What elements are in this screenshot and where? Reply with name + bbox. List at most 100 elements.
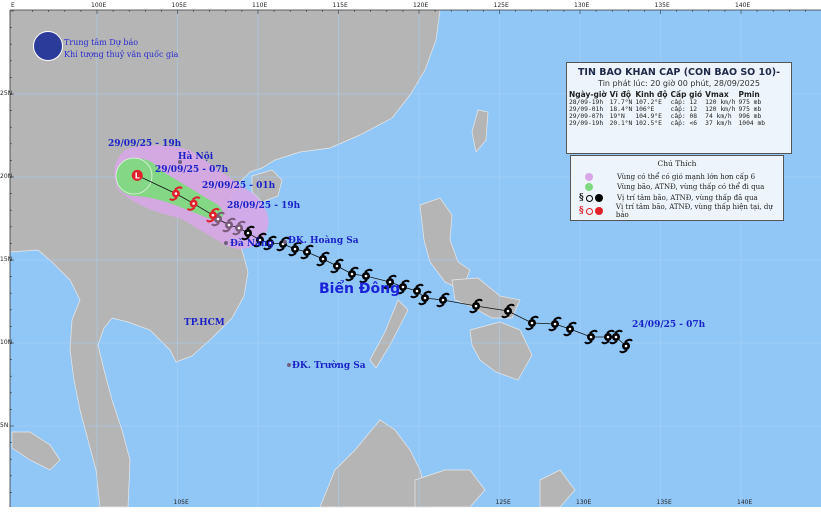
org-line1: Trung tâm Dự báo xyxy=(64,38,139,47)
legend-item-track-zone: Vùng bão, ATNĐ, vùng thấp có thể đi qua xyxy=(579,183,764,191)
axis-label: 25N xyxy=(0,90,13,97)
forecast-typhoon-icon xyxy=(169,186,183,201)
bulletin-issued: Tin phát lúc: 20 giờ 00 phút, 28/09/2025 xyxy=(598,79,760,88)
table-cell: cấp: 12 xyxy=(670,99,698,106)
table-cell: cấp: 08 xyxy=(670,113,698,120)
table-cell: 1004 mb xyxy=(738,120,766,127)
svg-text:L: L xyxy=(135,171,140,180)
axis-label: 130E xyxy=(576,499,592,506)
mindanao-island xyxy=(469,321,533,381)
past-position-typhoon-icon xyxy=(584,329,598,345)
past-position-typhoon-icon xyxy=(436,292,450,308)
past-position-typhoon-icon xyxy=(501,303,515,319)
low-pressure-icon xyxy=(594,194,603,202)
axis-label: 10N xyxy=(0,339,13,346)
past-position-typhoon-icon xyxy=(316,251,330,267)
org-line2: Khí tượng thuỷ văn quốc gia xyxy=(64,50,179,59)
table-cell: 37 km/h xyxy=(705,120,732,127)
typhoon-icon: § xyxy=(579,193,584,203)
hainan-island xyxy=(251,169,283,203)
table-cell: 120 km/h xyxy=(705,99,736,106)
table-cell: cấp: <6 xyxy=(670,120,698,127)
table-cell: 996 mb xyxy=(738,113,762,120)
label-hoangsa: ĐK. Hoàng Sa xyxy=(288,236,359,246)
past-position-typhoon-icon xyxy=(300,244,314,260)
past-position-typhoon-icon xyxy=(601,329,615,345)
axis-label: E xyxy=(11,2,15,9)
table-cell: 20.1°N xyxy=(609,120,633,127)
legend-label: Vùng có thể có gió mạnh lớn hơn cấp 6 xyxy=(617,173,756,181)
label-hanoi: Hà Nội xyxy=(178,152,214,162)
table-cell: 29/09-01h xyxy=(569,106,604,113)
mainland-asia xyxy=(9,9,441,508)
past-position-typhoon-icon xyxy=(253,232,267,248)
axis-label: 135E xyxy=(656,499,672,506)
past-position-typhoon-icon xyxy=(548,316,562,332)
storm-track: L xyxy=(131,160,633,367)
axis-label: 105E xyxy=(173,499,189,506)
axis-label: 125E xyxy=(493,2,509,9)
legend-item-wind-zone: Vùng có thể có gió mạnh lớn hơn cấp 6 xyxy=(579,173,755,181)
past-position-typhoon-icon xyxy=(359,268,373,284)
depression-icon xyxy=(585,194,593,202)
past-position-typhoon-icon xyxy=(383,274,397,290)
purple-circle-icon xyxy=(585,173,593,181)
axis-label: 120E xyxy=(413,2,429,9)
table-cell: 104.9°E xyxy=(635,113,662,120)
table-cell: 19°N xyxy=(609,113,625,120)
bulletin-box: TIN BAO KHAN CAP (CON BAO SO 10)- Tin ph… xyxy=(566,62,792,154)
low-circle xyxy=(115,157,153,195)
table-cell: 29/09-07h xyxy=(569,113,604,120)
sumatra-island xyxy=(11,431,61,471)
forecast-table: Ngày-giờ Vĩ độ Kinh độ Cấp gió Vmax Pmin 28/0… xyxy=(569,90,768,127)
danang-dot xyxy=(224,241,228,245)
past-position-typhoon-icon xyxy=(469,298,483,314)
past-position-typhoon-icon xyxy=(222,217,236,233)
table-cell: 29/09-19h xyxy=(569,120,604,127)
axis-label: 5N xyxy=(0,422,9,429)
table-cell: 120 km/h xyxy=(705,106,736,113)
axis-label: 140E xyxy=(735,2,751,9)
legend-label: Vùng bão, ATNĐ, vùng thấp có thể đi qua xyxy=(617,183,765,191)
past-position-typhoon-icon xyxy=(330,258,344,274)
taiwan-island xyxy=(471,109,489,153)
past-position-typhoon-icon xyxy=(619,338,633,354)
table-row: 29/09-07h 19°N 104.9°E cấp: 08 74 km/h 996 mb xyxy=(569,113,768,120)
luzon-island xyxy=(419,197,471,291)
past-position-typhoon-icon xyxy=(241,225,255,241)
past-position-typhoon-icon xyxy=(525,315,539,331)
past-position-typhoon-icon xyxy=(396,279,410,295)
axis-label: 135E xyxy=(654,2,670,9)
axis-label: 110E xyxy=(252,2,268,9)
table-cell: 28/09-19h xyxy=(569,99,604,106)
past-position-typhoon-icon xyxy=(345,266,359,282)
column-header: Vmax xyxy=(705,90,729,99)
table-cell: 975 mb xyxy=(738,99,762,106)
axis-label: 115E xyxy=(332,2,348,9)
legend-label: Vị trí tâm bão, ATNĐ, vùng thấp hiện tại… xyxy=(615,203,773,219)
label-forecast-2909-19h: 29/09/25 - 19h xyxy=(108,139,182,149)
axis-ticks xyxy=(10,10,806,493)
past-position-typhoon-icon xyxy=(263,235,277,251)
low-pressure-icon xyxy=(594,207,603,215)
column-header: Kinh độ xyxy=(635,90,668,99)
org-name: Trung tâm Dự báo Khí tượng thuỷ văn quốc… xyxy=(64,37,178,61)
axis-label: 140E xyxy=(737,499,753,506)
palawan-island xyxy=(369,299,409,369)
past-position-typhoon-icon xyxy=(418,290,432,306)
table-row: 29/09-01h 18.4°N 106°E cấp: 12 120 km/h 975 m… xyxy=(569,106,768,113)
past-position-typhoon-icon xyxy=(410,283,424,299)
axis-label: 20N xyxy=(0,173,13,180)
legend-item-forecast: § Vị trí tâm bão, ATNĐ, vùng thấp hiện t… xyxy=(579,203,783,219)
typhoon-icon: § xyxy=(579,206,584,216)
depression-icon xyxy=(585,207,593,215)
column-header: Pmin xyxy=(738,90,760,99)
past-position-typhoon-icon xyxy=(232,220,246,236)
label-forecast-2909-07h: 29/09/25 - 07h xyxy=(155,165,229,175)
table-row: 29/09-19h 20.1°N 102.5°E cấp: <6 37 km/h 1004… xyxy=(569,120,768,127)
hoangsa-dot xyxy=(283,240,287,244)
past-position-typhoon-icon xyxy=(563,321,577,337)
axis-label: 130E xyxy=(574,2,590,9)
table-cell: 17.7°N xyxy=(609,99,633,106)
column-header: Cấp gió xyxy=(670,90,703,99)
